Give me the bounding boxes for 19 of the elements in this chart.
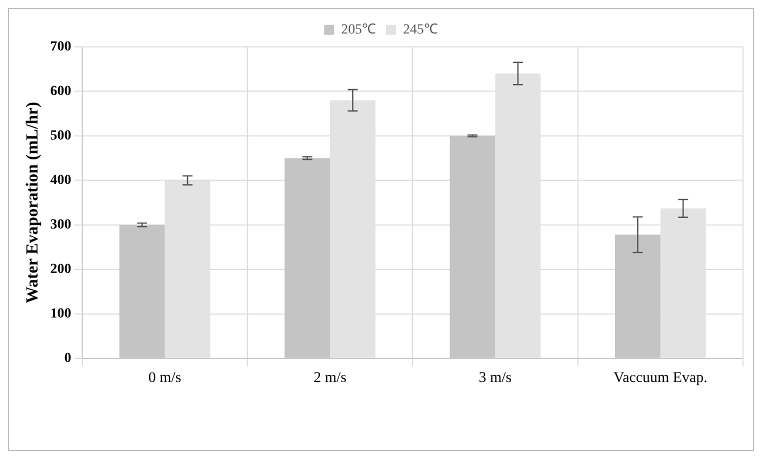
bar [614,234,660,358]
bar [450,136,496,358]
y-axis-title: Water Evaporation (mL/hr) [22,102,42,304]
bar [284,158,330,358]
x-tick-label: Vaccuum Evap. [614,370,708,386]
y-tick-label: 500 [50,128,72,144]
x-tick-label: 2 m/s [314,370,347,386]
y-tick-label: 300 [50,217,72,232]
y-tick-label: 400 [50,172,72,188]
y-tick-label: 700 [50,39,72,54]
y-tick-label: 200 [50,262,72,277]
y-tick-label: 600 [50,84,72,99]
x-tick-label: 3 m/s [478,370,512,386]
legend-label: 245℃ [402,22,438,38]
y-tick-label: 0 [64,351,72,366]
y-tick-label: 100 [50,306,72,322]
x-tick-label: 0 m/s [148,370,182,386]
legend-label: 205℃ [341,22,376,38]
bar [119,224,165,358]
